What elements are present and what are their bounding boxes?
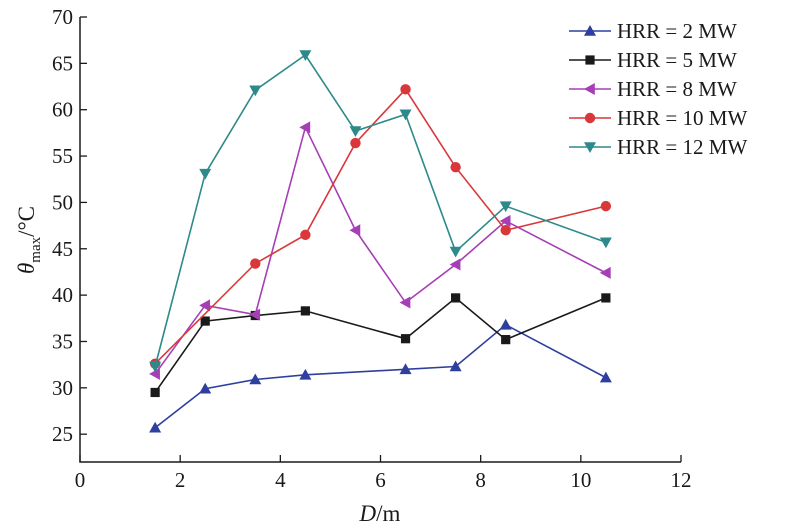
legend: HRR = 2 MW HRR = 5 MW HRR = 8 MW HRR = 10 M…: [569, 19, 747, 159]
data-point: [150, 387, 160, 398]
data-point: [500, 225, 511, 236]
legend-label: HRR = 2 MW: [617, 19, 737, 43]
data-point: [300, 306, 310, 316]
x-tick-label: 12: [671, 468, 692, 492]
legend-marker: [585, 55, 595, 65]
series-line: [154, 125, 607, 375]
x-tick-label: 6: [375, 468, 386, 492]
y-axis-title-main: θ: [14, 263, 39, 274]
x-tick-label: 0: [75, 468, 86, 492]
y-axis-title-subscript: max: [28, 236, 44, 262]
y-tick-label: 70: [52, 5, 73, 29]
data-point: [400, 334, 411, 344]
data-point: [149, 361, 162, 373]
legend-marker: [584, 25, 596, 36]
data-point: [199, 299, 211, 312]
y-tick-label: 50: [52, 190, 73, 214]
series-1: [149, 318, 612, 433]
series-layer: [149, 50, 612, 433]
series-4: [149, 84, 612, 369]
series-line: [154, 88, 607, 365]
x-axis-title: D/m: [359, 501, 401, 526]
data-point: [451, 293, 461, 303]
legend-item: HRR = 10 MW: [569, 106, 747, 130]
data-point: [199, 168, 212, 180]
y-tick-label: 30: [52, 376, 73, 400]
x-axis-title-unit: /m: [376, 501, 400, 526]
data-point: [499, 318, 512, 330]
data-point: [599, 266, 611, 279]
data-point: [450, 161, 461, 173]
data-point: [300, 229, 311, 241]
plot-area: 0 2 4 6 8 10 12 25 30 35 40 45 50 55 60 65 70: [52, 5, 692, 492]
data-point: [399, 109, 412, 121]
data-point: [499, 201, 512, 213]
axes-frame: [79, 17, 681, 463]
data-point: [149, 367, 160, 380]
data-point: [399, 296, 411, 309]
data-point: [199, 382, 212, 394]
data-point: [599, 237, 612, 249]
legend-marker: [584, 142, 596, 153]
data-point: [349, 224, 361, 237]
legend-label: HRR = 12 MW: [617, 135, 747, 159]
legend-label: HRR = 8 MW: [617, 77, 737, 101]
y-tick-label: 55: [52, 144, 73, 168]
data-point: [299, 50, 312, 62]
data-point: [601, 293, 611, 303]
data-point: [200, 316, 210, 326]
svg-text:D/m: D/m: [359, 501, 401, 526]
legend-marker: [584, 112, 596, 124]
legend-item: HRR = 2 MW: [569, 19, 737, 43]
data-point: [599, 371, 612, 383]
data-point: [250, 258, 261, 269]
y-tick-label: 65: [52, 51, 73, 75]
y-axis-title-unit: /°C: [14, 206, 39, 237]
series-line: [154, 296, 607, 393]
y-tick-label: 25: [52, 422, 73, 446]
y-axis-title: θmax/°C: [14, 206, 44, 274]
data-point: [499, 214, 511, 227]
data-point: [501, 335, 511, 345]
legend-marker: [584, 83, 595, 95]
x-tick-label: 4: [275, 468, 286, 492]
data-point: [299, 368, 312, 380]
data-point: [249, 308, 261, 321]
series-2: [150, 293, 611, 398]
data-point: [449, 258, 461, 271]
data-point: [449, 360, 462, 372]
series-5: [149, 50, 612, 373]
x-tick-label: 10: [570, 468, 591, 492]
data-point: [400, 84, 411, 95]
legend-item: HRR = 5 MW: [569, 48, 737, 72]
svg-text:θmax/°C: θmax/°C: [14, 206, 44, 274]
axis-ticks: 0 2 4 6 8 10 12 25 30 35 40 45 50 55 60 65 70: [52, 5, 692, 492]
y-tick-label: 60: [52, 98, 73, 122]
data-point: [149, 421, 162, 433]
series-line: [154, 323, 607, 429]
data-point: [299, 121, 311, 134]
legend-item: HRR = 12 MW: [569, 135, 747, 159]
data-point: [349, 126, 362, 138]
data-point: [399, 363, 412, 375]
y-tick-label: 35: [52, 329, 73, 353]
series-3: [149, 121, 611, 380]
data-point: [449, 246, 462, 258]
y-tick-label: 40: [52, 283, 73, 307]
x-axis-title-main: D: [359, 501, 377, 526]
legend-label: HRR = 10 MW: [617, 106, 747, 130]
data-point: [249, 373, 262, 385]
x-tick-label: 2: [175, 468, 186, 492]
legend-label: HRR = 5 MW: [617, 48, 737, 72]
legend-item: HRR = 8 MW: [569, 77, 737, 101]
y-tick-label: 45: [52, 237, 73, 261]
data-point: [350, 137, 361, 149]
data-point: [249, 85, 262, 97]
x-tick-label: 8: [475, 468, 486, 492]
data-point: [600, 200, 612, 212]
